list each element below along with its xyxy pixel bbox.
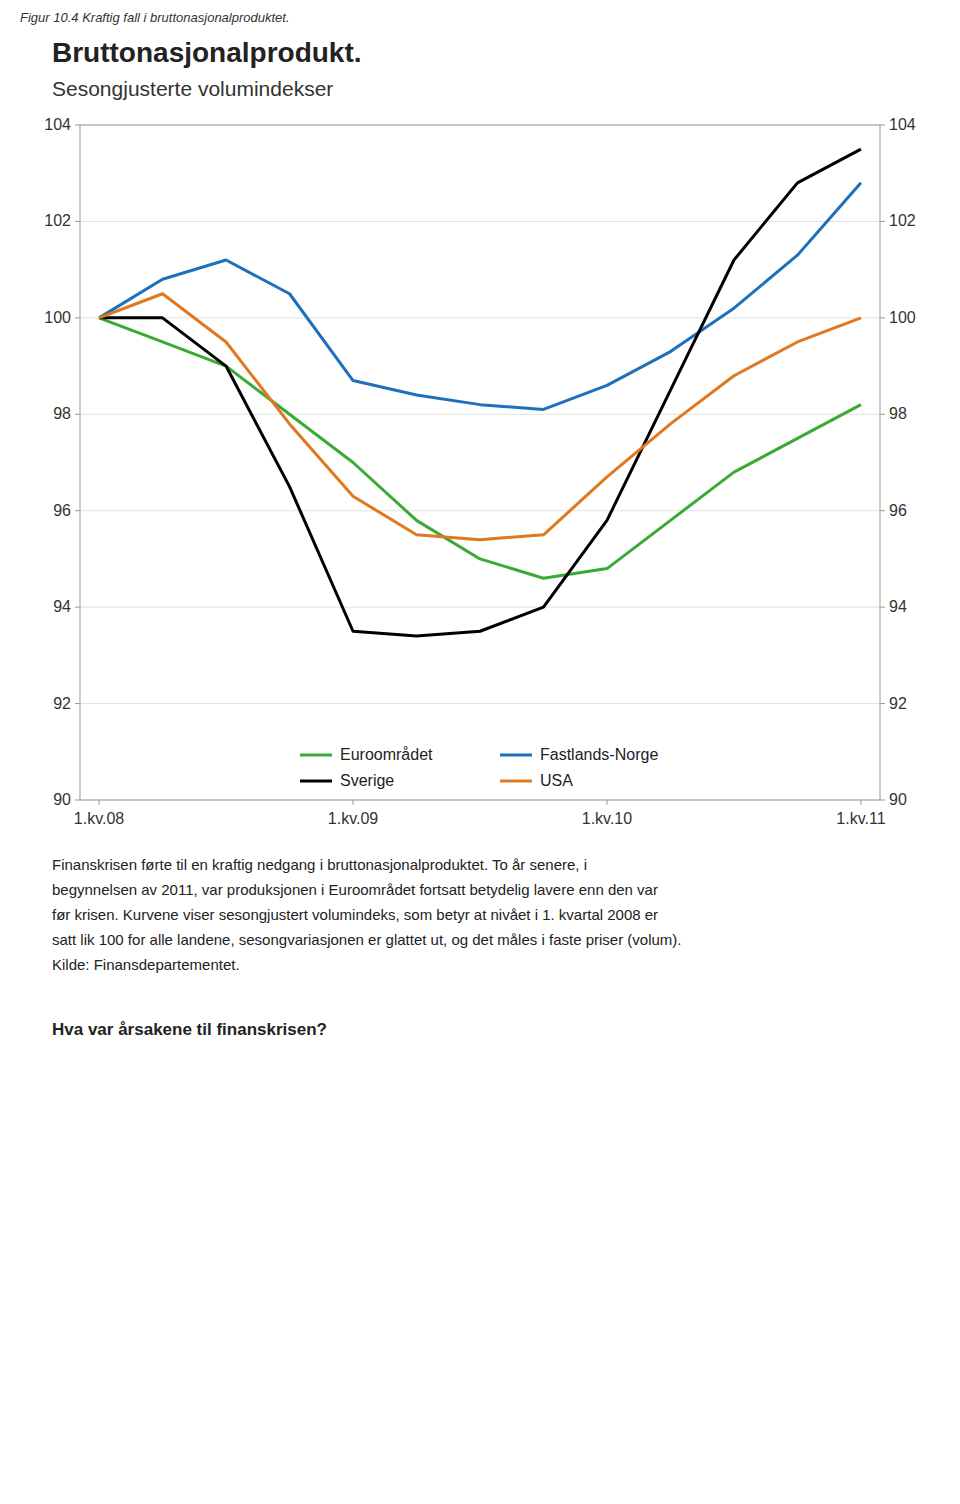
y-tick-label: 98 <box>53 405 71 422</box>
y-tick <box>75 510 80 511</box>
y-tick-label-right: 92 <box>889 695 907 712</box>
grid-line <box>80 607 880 608</box>
y-tick-label-right: 94 <box>889 598 907 615</box>
x-tick-label: 1.kv.10 <box>582 810 633 827</box>
y-tick-label-right: 96 <box>889 502 907 519</box>
legend-label: Fastlands-Norge <box>540 746 658 763</box>
body-text: Finanskrisen førte til en kraftig nedgan… <box>52 856 587 873</box>
x-tick <box>606 800 607 805</box>
y-tick-right <box>880 317 885 318</box>
x-tick-label: 1.kv.09 <box>328 810 379 827</box>
y-tick <box>75 800 80 801</box>
chart-root: Figur 10.4 Kraftig fall i bruttonasjonal… <box>0 0 960 1504</box>
y-tick-label: 100 <box>44 309 71 326</box>
x-tick <box>353 800 354 805</box>
legend-label: Euroområdet <box>340 746 433 763</box>
series-line <box>99 183 861 410</box>
series-line <box>99 149 861 636</box>
legend-swatch <box>300 754 332 757</box>
legend-label: USA <box>540 772 573 789</box>
y-tick <box>75 414 80 415</box>
legend-swatch <box>500 754 532 757</box>
title: Bruttonasjonalprodukt. <box>52 37 362 68</box>
body-text: før krisen. Kurvene viser sesongjustert … <box>52 906 658 923</box>
y-tick <box>75 317 80 318</box>
y-tick-label: 92 <box>53 695 71 712</box>
y-tick-label: 104 <box>44 116 71 133</box>
y-tick-label-right: 100 <box>889 309 916 326</box>
series-line <box>99 294 861 540</box>
subtitle: Sesongjusterte volumindekser <box>52 77 333 100</box>
body-text: Kilde: Finansdepartementet. <box>52 956 240 973</box>
grid-line <box>80 414 880 415</box>
y-tick-label: 96 <box>53 502 71 519</box>
x-tick-label: 1.kv.08 <box>74 810 125 827</box>
y-tick <box>75 125 80 126</box>
y-tick-label-right: 104 <box>889 116 916 133</box>
body-text: begynnelsen av 2011, var produksjonen i … <box>52 881 658 898</box>
y-tick-label: 90 <box>53 791 71 808</box>
y-tick-label-right: 98 <box>889 405 907 422</box>
plot-frame <box>80 125 880 800</box>
x-tick <box>99 800 100 805</box>
x-tick-label: 1.kv.11 <box>836 810 885 827</box>
y-tick-right <box>880 125 885 126</box>
grid-line <box>80 510 880 511</box>
y-tick-label: 94 <box>53 598 71 615</box>
y-tick-right <box>880 414 885 415</box>
legend-swatch <box>300 780 332 783</box>
legend: Euroområdet Fastlands-Norge Sverige USA <box>300 746 658 789</box>
legend-label: Sverige <box>340 772 394 789</box>
y-tick-label-right: 102 <box>889 212 916 229</box>
y-tick <box>75 607 80 608</box>
y-tick-right <box>880 510 885 511</box>
axes: 90 90 92 92 94 94 96 96 98 98 100 100 102 102 104 104 1.… <box>44 116 916 827</box>
heading: Hva var årsakene til finanskrisen? <box>52 1020 327 1039</box>
y-tick <box>75 221 80 222</box>
series-lines <box>99 149 861 636</box>
grid-line <box>80 317 880 318</box>
body-text: satt lik 100 for alle landene, sesongvar… <box>52 931 682 948</box>
grid-line <box>80 703 880 704</box>
y-tick-right <box>880 221 885 222</box>
x-tick <box>860 800 861 805</box>
background <box>0 0 960 1504</box>
legend-swatch <box>500 780 532 783</box>
grid-line <box>80 221 880 222</box>
y-tick-label-right: 90 <box>889 791 907 808</box>
y-tick-right <box>880 800 885 801</box>
y-tick-right <box>880 703 885 704</box>
caption: Figur 10.4 Kraftig fall i bruttonasjonal… <box>20 10 290 25</box>
y-tick <box>75 703 80 704</box>
y-tick-label: 102 <box>44 212 71 229</box>
y-tick-right <box>880 607 885 608</box>
